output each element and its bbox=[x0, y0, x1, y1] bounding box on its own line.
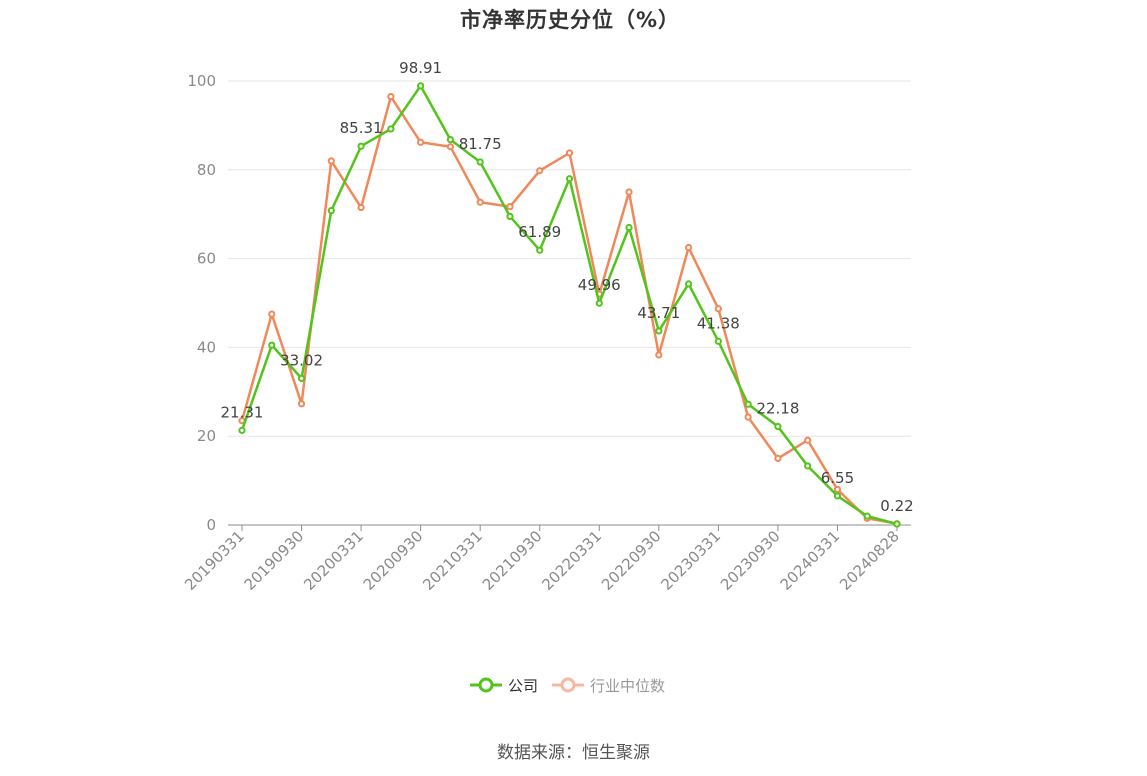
data-point-company bbox=[774, 422, 782, 431]
data-point-company bbox=[387, 125, 395, 133]
data-point-industry-median bbox=[655, 351, 663, 359]
data-point-industry-median bbox=[744, 413, 752, 421]
data-point-company bbox=[536, 246, 544, 254]
y-tick-label: 80 bbox=[197, 161, 216, 179]
data-point-company bbox=[565, 175, 574, 183]
data-point-industry-median bbox=[684, 243, 693, 252]
data-point-company bbox=[804, 462, 812, 470]
y-tick-label: 60 bbox=[197, 250, 216, 268]
data-point-company bbox=[893, 520, 901, 528]
data-label: 98.91 bbox=[399, 59, 442, 77]
data-point-industry-median bbox=[297, 400, 306, 408]
data-point-company bbox=[655, 327, 663, 335]
data-label: 81.75 bbox=[459, 135, 502, 153]
data-point-industry-median bbox=[833, 485, 842, 494]
axes: 0 20 40 60 80 100 2019033120190930202003312020… bbox=[181, 72, 911, 594]
data-label: 21.31 bbox=[221, 403, 264, 421]
legend-marker-company bbox=[470, 677, 502, 693]
data-label: 49.96 bbox=[578, 276, 621, 294]
data-label: 61.89 bbox=[518, 223, 561, 241]
data-point-industry-median bbox=[565, 149, 574, 157]
series-line-industry-median bbox=[240, 95, 898, 525]
data-point-industry-median bbox=[476, 198, 484, 206]
data-point-company bbox=[238, 426, 246, 434]
data-point-company bbox=[684, 280, 693, 288]
legend-label-industry-median: 行业中位数 bbox=[590, 676, 666, 695]
legend-label-company: 公司 bbox=[508, 676, 539, 695]
grid-lines bbox=[228, 80, 911, 437]
source-note: 数据来源：恒生聚源 bbox=[497, 743, 650, 763]
data-point-industry-median bbox=[417, 138, 425, 146]
x-tick-label: 20220331 bbox=[538, 527, 605, 594]
x-tick-label: 20210331 bbox=[419, 527, 486, 594]
y-tick-label: 40 bbox=[197, 338, 216, 356]
x-tick-label: 20240331 bbox=[777, 527, 844, 594]
data-point-industry-median bbox=[268, 310, 276, 318]
x-tick-label: 20200331 bbox=[300, 527, 367, 594]
data-label: 41.38 bbox=[697, 314, 740, 332]
x-tick-label: 20210930 bbox=[479, 527, 546, 594]
y-tick-label: 0 bbox=[206, 516, 216, 534]
data-point-industry-median bbox=[536, 167, 544, 175]
data-label: 6.55 bbox=[821, 469, 854, 487]
data-point-company bbox=[417, 82, 425, 90]
data-label: 85.31 bbox=[340, 119, 383, 137]
data-point-company bbox=[595, 299, 603, 307]
data-point-company bbox=[268, 341, 276, 349]
data-point-company bbox=[744, 400, 752, 408]
data-point-industry-median bbox=[506, 203, 514, 211]
legend: 公司 行业中位数 bbox=[470, 672, 665, 698]
legend-marker-industry-median bbox=[552, 677, 585, 693]
data-labels: 21.31 33.02 85.31 98.91 81.75 61.89 49.96 43.71… bbox=[221, 59, 914, 515]
data-point-company bbox=[327, 207, 335, 215]
x-tick-label: 20230331 bbox=[657, 527, 724, 594]
data-point-company bbox=[297, 374, 306, 382]
data-point-company bbox=[863, 512, 871, 520]
data-label: 22.18 bbox=[756, 400, 799, 418]
data-point-company bbox=[625, 223, 633, 232]
data-point-company bbox=[357, 142, 365, 150]
data-point-company bbox=[446, 136, 455, 144]
x-tick-label: 20220930 bbox=[598, 527, 665, 594]
data-point-industry-median bbox=[625, 188, 633, 196]
series-lines bbox=[238, 82, 901, 528]
data-label: 33.02 bbox=[280, 351, 323, 369]
x-tick-label: 20240828 bbox=[836, 527, 903, 594]
data-point-industry-median bbox=[804, 436, 812, 444]
data-point-industry-median bbox=[357, 203, 365, 212]
data-point-industry-median bbox=[387, 92, 395, 101]
data-point-company bbox=[833, 492, 842, 500]
data-point-company bbox=[476, 158, 484, 166]
data-point-company bbox=[506, 212, 514, 221]
data-label: 43.71 bbox=[637, 304, 680, 322]
y-tick-label: 20 bbox=[197, 427, 216, 445]
data-point-industry-median bbox=[774, 454, 782, 462]
x-tick-label: 20190930 bbox=[241, 527, 308, 594]
legend-item-industry-median[interactable]: 行业中位数 bbox=[552, 675, 665, 696]
x-tick-label: 20200930 bbox=[360, 527, 427, 594]
data-point-industry-median bbox=[446, 143, 455, 151]
y-tick-label: 100 bbox=[187, 72, 216, 90]
x-tick-label: 20190331 bbox=[181, 527, 248, 594]
legend-item-company[interactable]: 公司 bbox=[470, 675, 538, 696]
data-point-industry-median bbox=[327, 157, 335, 165]
data-point-company bbox=[714, 337, 722, 345]
data-label: 0.22 bbox=[880, 497, 913, 515]
x-tick-label: 20230930 bbox=[717, 527, 784, 594]
data-point-industry-median bbox=[714, 305, 722, 313]
chart-title: 市净率历史分位（%） bbox=[459, 8, 681, 32]
